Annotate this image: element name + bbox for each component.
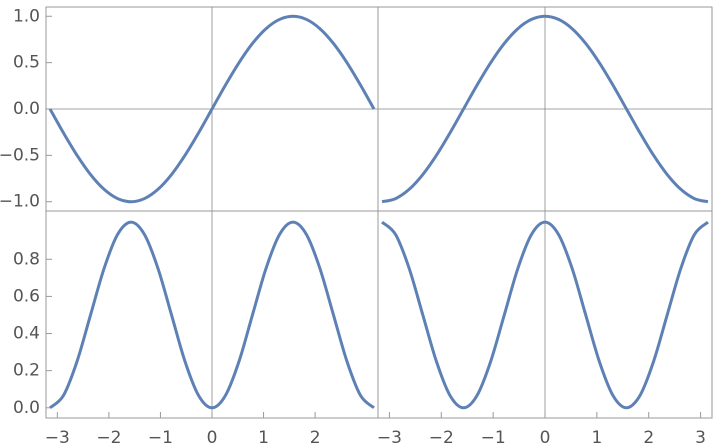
x-tick-label: −3	[377, 428, 402, 448]
x-tick-label: 0	[207, 428, 218, 448]
x-tick-label: −3	[45, 428, 70, 448]
x-tick-label: 2	[310, 428, 321, 448]
x-tick-label: 3	[695, 428, 706, 448]
y-tick-label: 0.5	[13, 53, 40, 73]
y-tick-label: 0.0	[13, 99, 40, 119]
x-tick-label: 0	[540, 428, 551, 448]
y-tick-label: 0.6	[13, 286, 40, 306]
line-series	[49, 220, 375, 410]
y-tick-label: 0.2	[13, 361, 40, 381]
x-tick-label: −1	[148, 428, 173, 448]
line-series	[48, 14, 376, 204]
y-tick-label: 0.0	[13, 398, 40, 418]
x-tick-label: 1	[258, 428, 269, 448]
x-tick-label: −2	[96, 428, 121, 448]
y-tick-label: −0.5	[0, 145, 40, 165]
line-series	[381, 14, 709, 204]
x-tick-label: −1	[481, 428, 506, 448]
y-tick-label: −1.0	[0, 192, 40, 212]
line-series	[381, 220, 709, 410]
x-tick-label: −2	[429, 428, 454, 448]
x-tick-label: 1	[591, 428, 602, 448]
y-tick-label: 0.4	[13, 324, 40, 344]
y-tick-label: 0.8	[13, 249, 40, 269]
x-tick-label: 2	[643, 428, 654, 448]
y-tick-label: 1.0	[13, 6, 40, 26]
